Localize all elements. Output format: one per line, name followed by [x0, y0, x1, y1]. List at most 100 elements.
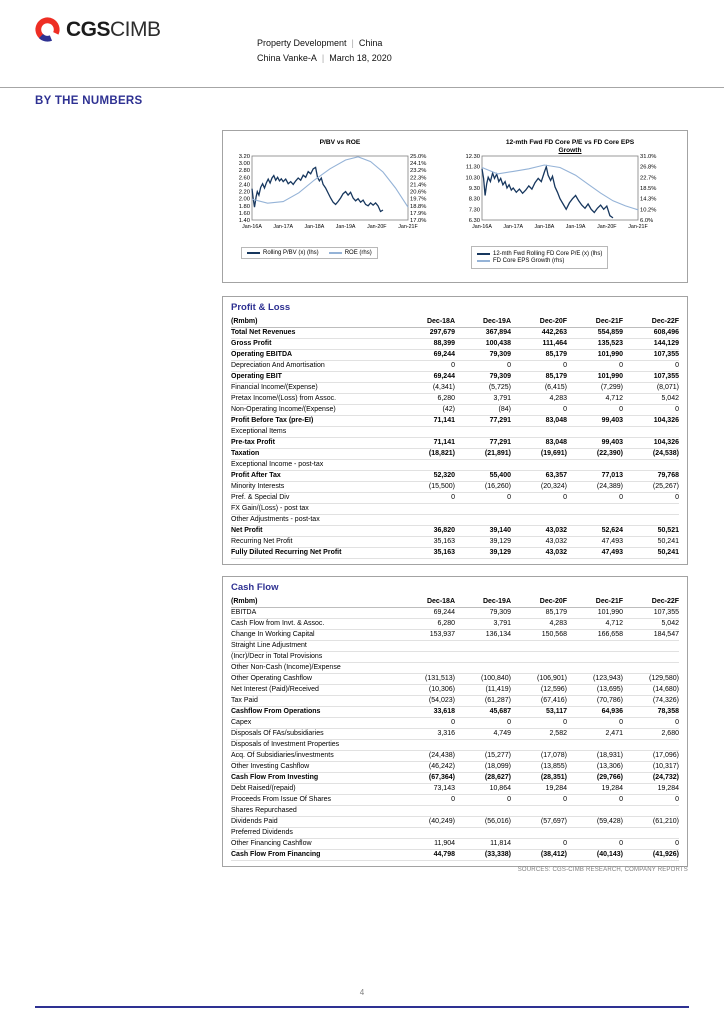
- table-row: Gross Profit 88,399 100,438 111,464 135,523 1…: [231, 338, 679, 350]
- legend-item: ROE (rhs): [328, 250, 372, 256]
- cell-value: 11,904: [399, 838, 455, 850]
- cell-value: [567, 459, 623, 471]
- chart-legend: 12-mth Fwd Rolling FD Core P/E (x) (lhs)…: [471, 246, 609, 269]
- column-header: Dec-18A: [399, 597, 455, 608]
- row-label: Disposals of Investment Properties: [231, 739, 399, 751]
- cell-value: [399, 805, 455, 817]
- cell-value: [511, 739, 567, 751]
- table-row: Other Non-Cash (Income)/Expense: [231, 662, 679, 674]
- row-label: Debt Raised/(repaid): [231, 783, 399, 795]
- table-row: Other Adjustments - post-tax: [231, 514, 679, 526]
- y-tick-label: 3.20: [239, 154, 250, 160]
- cell-value: 367,894: [455, 327, 511, 339]
- row-label: Cash Flow From Investing: [231, 772, 399, 784]
- report-meta: Property Development | China China Vanke-A…: [257, 36, 392, 65]
- cell-value: [567, 739, 623, 751]
- row-label: EBITDA: [231, 607, 399, 619]
- row-label: Tax Paid: [231, 695, 399, 707]
- cell-value: 0: [455, 717, 511, 729]
- cell-value: 79,768: [623, 470, 679, 482]
- column-header: Dec-19A: [455, 597, 511, 608]
- cell-value: 52,624: [567, 525, 623, 537]
- table-row: Dividends Paid (40,249) (56,016) (57,697) (5…: [231, 816, 679, 828]
- cell-value: (18,931): [567, 750, 623, 762]
- cell-value: 0: [623, 360, 679, 372]
- financial-table: (Rmbm) Dec-18A Dec-19A Dec-20F Dec-21F Dec-22…: [231, 597, 679, 861]
- cell-value: 153,937: [399, 629, 455, 641]
- row-label: Dividends Paid: [231, 816, 399, 828]
- table-row: Disposals Of FAs/subsidiaries 3,316 4,749 2…: [231, 728, 679, 740]
- y2-tick-label: 24.1%: [410, 161, 426, 167]
- cell-value: 0: [567, 492, 623, 504]
- line-chart: 12.30 11.30 10.30 9.30 8.30 7.30 6.30 31.0% 26.8…: [465, 154, 656, 230]
- y-tick-label: 6.30: [469, 218, 480, 224]
- cell-value: 100,438: [455, 338, 511, 350]
- cell-value: 43,032: [511, 536, 567, 548]
- column-header: Dec-20F: [511, 317, 567, 328]
- table-row: Total Net Revenues 297,679 367,894 442,263 5…: [231, 327, 679, 339]
- footer-rule: [35, 1006, 689, 1008]
- table-row: Pretax Income/(Loss) from Assoc. 6,280 3,7…: [231, 393, 679, 405]
- pe-eps-growth-chart: 12-mth Fwd FD Core P/E vs FD Core EPS Gro…: [455, 137, 685, 280]
- table-row: Cash Flow from Invt. & Assoc. 6,280 3,791 4…: [231, 618, 679, 630]
- cell-value: (18,821): [399, 448, 455, 460]
- y-tick-label: 2.60: [239, 175, 250, 181]
- cell-value: 19,284: [623, 783, 679, 795]
- cell-value: (11,419): [455, 684, 511, 696]
- cell-value: 85,179: [511, 607, 567, 619]
- cell-value: (33,338): [455, 849, 511, 861]
- y2-tick-label: 6.0%: [640, 218, 653, 224]
- cell-value: 104,326: [623, 415, 679, 427]
- y-tick-label: 10.30: [465, 175, 480, 181]
- cell-value: 47,493: [567, 547, 623, 559]
- cell-value: [399, 827, 455, 839]
- cell-value: [623, 827, 679, 839]
- row-label: Exceptional Income - post-tax: [231, 459, 399, 471]
- y-tick-label: 1.80: [239, 204, 250, 210]
- cell-value: [455, 739, 511, 751]
- y-tick-label: 3.00: [239, 161, 250, 167]
- cell-value: [623, 651, 679, 663]
- cell-value: 39,140: [455, 525, 511, 537]
- y2-tick-label: 22.7%: [640, 175, 656, 181]
- cell-value: (28,351): [511, 772, 567, 784]
- profit-loss-panel: Profit & Loss (Rmbm) Dec-18A Dec-19A Dec-20…: [222, 296, 688, 565]
- cell-value: 11,814: [455, 838, 511, 850]
- cell-value: [511, 514, 567, 526]
- cell-value: (46,242): [399, 761, 455, 773]
- cell-value: 554,859: [567, 327, 623, 339]
- series-line-dark: [481, 164, 614, 219]
- cell-value: 0: [455, 492, 511, 504]
- cell-value: 184,547: [623, 629, 679, 641]
- y-tick-label: 9.30: [469, 186, 480, 192]
- x-tick-label: Jan-18A: [535, 224, 555, 230]
- y2-tick-label: 22.3%: [410, 175, 426, 181]
- row-label: Pref. & Special Div: [231, 492, 399, 504]
- cell-value: (13,306): [567, 761, 623, 773]
- cell-value: 43,032: [511, 547, 567, 559]
- table-header-row: (Rmbm) Dec-18A Dec-19A Dec-20F Dec-21F Dec-22…: [231, 317, 679, 328]
- y-tick-label: 2.20: [239, 190, 250, 196]
- cell-value: 33,618: [399, 706, 455, 718]
- cell-value: 101,990: [567, 349, 623, 361]
- cell-value: 83,048: [511, 415, 567, 427]
- cell-value: 3,316: [399, 728, 455, 740]
- row-label: Other Adjustments - post-tax: [231, 514, 399, 526]
- y-tick-label: 12.30: [465, 154, 480, 160]
- cell-value: (14,680): [623, 684, 679, 696]
- column-header: Dec-21F: [567, 597, 623, 608]
- cell-value: [511, 503, 567, 515]
- cell-value: (24,732): [623, 772, 679, 784]
- cell-value: [567, 503, 623, 515]
- table-header-row: (Rmbm) Dec-18A Dec-19A Dec-20F Dec-21F Dec-22…: [231, 597, 679, 608]
- x-tick-label: Jan-17A: [273, 224, 293, 230]
- cell-value: [511, 640, 567, 652]
- cell-value: 77,013: [567, 470, 623, 482]
- cell-value: 78,358: [623, 706, 679, 718]
- cell-value: 0: [511, 360, 567, 372]
- row-label: Straight Line Adjustment: [231, 640, 399, 652]
- row-label: Disposals Of FAs/subsidiaries: [231, 728, 399, 740]
- table-row: Pref. & Special Div 0 0 0 0 0: [231, 492, 679, 504]
- cell-value: 39,129: [455, 547, 511, 559]
- cell-value: (57,697): [511, 816, 567, 828]
